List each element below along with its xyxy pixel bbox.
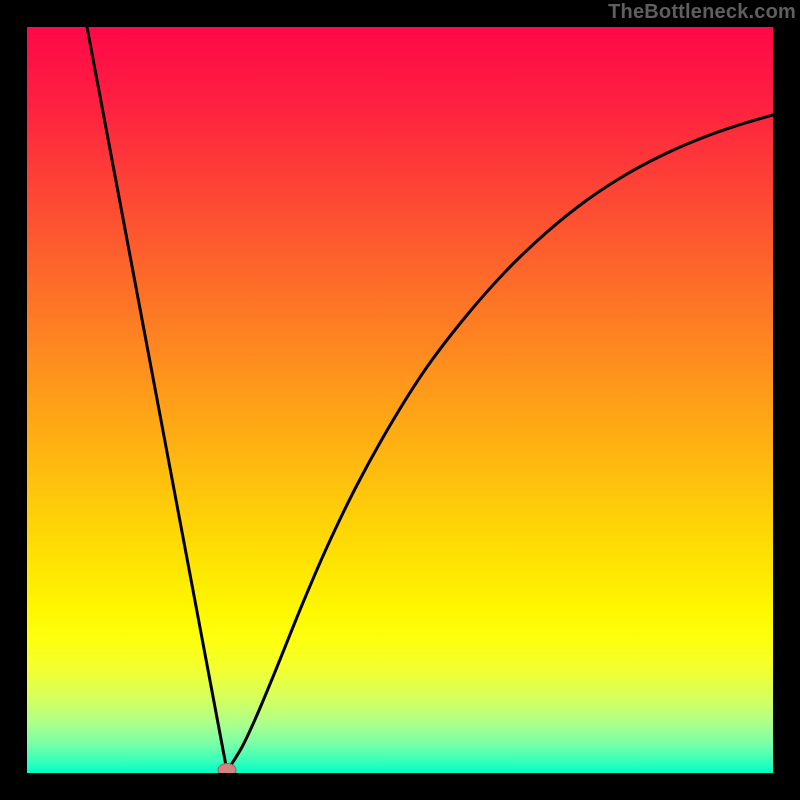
plot-area xyxy=(27,27,773,773)
watermark-text: TheBottleneck.com xyxy=(608,1,796,24)
optimum-marker xyxy=(218,764,236,774)
plot-svg xyxy=(27,27,773,773)
chart-container: TheBottleneck.com xyxy=(0,0,800,800)
gradient-background xyxy=(27,27,773,773)
